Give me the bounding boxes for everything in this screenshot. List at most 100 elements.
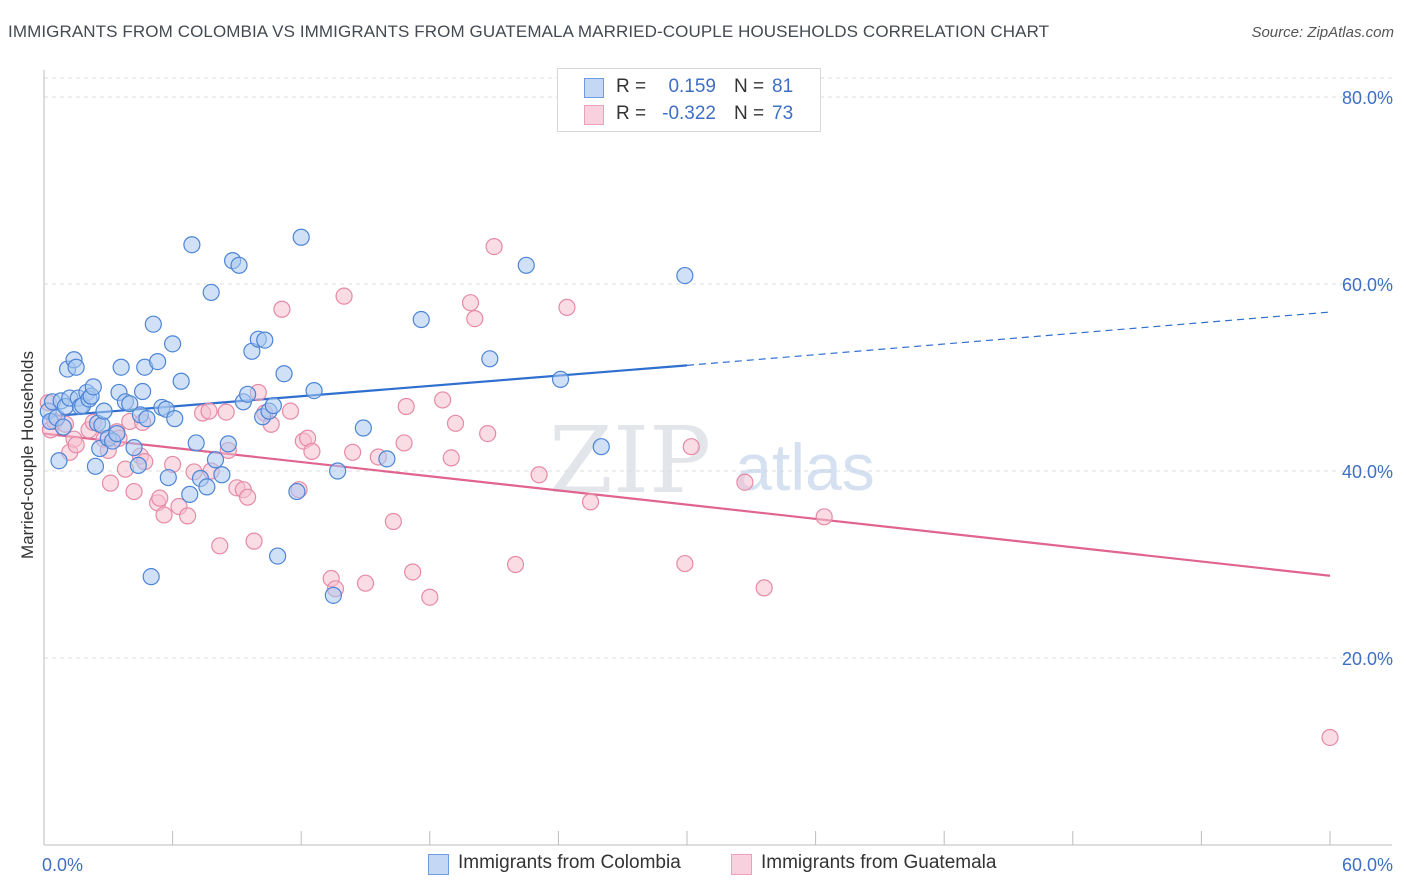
legend-swatch-guatemala	[584, 105, 604, 125]
data-point-colombia-4	[50, 452, 68, 470]
data-point-guatemala-67	[581, 493, 600, 511]
series-legend: Immigrants from Colombia Immigrants from…	[0, 852, 1406, 878]
data-point-colombia-19	[86, 457, 105, 475]
trend-line-guatemala	[43, 432, 1331, 577]
data-point-guatemala-52	[384, 512, 402, 531]
data-point-guatemala-48	[335, 287, 353, 305]
data-point-guatemala-72	[815, 508, 833, 526]
legend-label-colombia: Immigrants from Colombia	[458, 852, 681, 873]
data-point-colombia-23	[95, 402, 113, 420]
data-point-guatemala-60	[461, 294, 480, 312]
data-point-colombia-70	[324, 586, 342, 604]
data-point-guatemala-66	[558, 298, 576, 316]
data-point-colombia-67	[288, 482, 306, 501]
data-point-colombia-66	[275, 365, 293, 383]
tick-labels: 20.0% 40.0% 60.0% 80.0% 0.0% 60.0%	[42, 88, 1393, 875]
data-point-guatemala-55	[404, 563, 422, 581]
data-point-colombia-79	[676, 266, 694, 285]
series-colombia-points	[39, 228, 694, 604]
watermark: ZIP atlas	[549, 407, 875, 514]
data-point-colombia-32	[129, 456, 147, 474]
trend-line-colombia	[43, 364, 688, 418]
data-point-colombia-75	[481, 350, 499, 368]
legend-swatch-colombia	[584, 78, 604, 98]
data-point-guatemala-16	[125, 482, 143, 501]
data-point-guatemala-68	[676, 554, 694, 573]
data-point-colombia-65	[269, 547, 287, 565]
legend-r-label: R =	[616, 103, 647, 124]
watermark-atlas: atlas	[735, 430, 874, 504]
data-point-colombia-56	[230, 256, 248, 274]
data-point-colombia-39	[148, 353, 167, 371]
data-point-colombia-43	[164, 335, 182, 353]
data-point-colombia-37	[142, 568, 160, 586]
data-point-colombia-26	[108, 425, 126, 443]
data-point-guatemala-65	[530, 466, 548, 484]
data-point-colombia-38	[144, 315, 162, 333]
legend-row-colombia: R = 0.159 N = 81	[558, 73, 820, 101]
data-point-colombia-62	[256, 331, 274, 349]
data-point-colombia-76	[517, 256, 535, 274]
data-point-colombia-6	[54, 418, 72, 436]
data-point-guatemala-45	[303, 442, 321, 460]
data-point-colombia-28	[112, 358, 130, 376]
data-point-guatemala-61	[466, 309, 484, 328]
data-point-colombia-64	[264, 396, 282, 415]
data-point-colombia-78	[592, 438, 610, 456]
y-tick-label-60: 60.0%	[1342, 275, 1393, 295]
data-point-guatemala-56	[421, 588, 439, 606]
data-point-colombia-31	[125, 439, 143, 457]
data-point-guatemala-31	[217, 403, 235, 421]
data-point-colombia-44	[166, 410, 184, 428]
data-point-colombia-71	[329, 462, 347, 480]
data-point-guatemala-58	[442, 449, 460, 467]
watermark-zip: ZIP	[549, 407, 711, 514]
data-point-guatemala-25	[179, 507, 197, 525]
data-point-colombia-73	[378, 450, 396, 468]
y-tick-label-80: 80.0%	[1342, 88, 1393, 108]
data-point-colombia-34	[133, 382, 152, 401]
data-point-guatemala-22	[155, 506, 173, 524]
data-point-guatemala-63	[485, 238, 503, 256]
data-point-guatemala-50	[356, 574, 375, 592]
data-point-colombia-68	[292, 228, 310, 246]
data-point-guatemala-41	[281, 402, 300, 420]
y-tick-label-40: 40.0%	[1342, 462, 1393, 482]
legend-n-value: 73	[772, 103, 794, 124]
source-credit: Source: ZipAtlas.com	[1251, 24, 1394, 41]
chart-title: IMMIGRANTS FROM COLOMBIA VS IMMIGRANTS F…	[8, 22, 1050, 41]
trend-lines	[43, 311, 1331, 577]
data-point-colombia-58	[239, 385, 257, 403]
data-point-colombia-72	[354, 419, 372, 437]
legend-swatch-colombia	[428, 854, 449, 875]
data-point-colombia-45	[172, 372, 190, 390]
data-point-guatemala-28	[200, 402, 218, 420]
data-point-colombia-53	[213, 466, 231, 484]
data-point-guatemala-35	[239, 488, 257, 506]
series-guatemala-points	[39, 238, 1339, 747]
data-point-colombia-36	[138, 410, 156, 428]
data-point-guatemala-69	[682, 438, 700, 456]
data-point-guatemala-53	[395, 434, 413, 452]
legend-n-label: N =	[734, 76, 765, 97]
data-point-guatemala-36	[245, 532, 263, 550]
data-point-guatemala-49	[344, 443, 362, 461]
data-point-colombia-50	[198, 478, 216, 496]
legend-n-label: N =	[734, 103, 765, 124]
data-point-guatemala-57	[434, 391, 452, 409]
data-point-colombia-77	[551, 370, 570, 388]
data-point-guatemala-6	[67, 436, 85, 454]
data-point-guatemala-40	[273, 300, 291, 318]
legend-r-value: -0.322	[662, 103, 716, 124]
data-point-colombia-11	[67, 358, 85, 376]
legend-r-label: R =	[616, 76, 647, 97]
data-point-colombia-42	[159, 468, 177, 487]
x-tick-label-max: 60.0%	[1342, 855, 1393, 875]
data-point-colombia-51	[202, 283, 220, 302]
data-point-guatemala-62	[479, 425, 497, 443]
data-point-guatemala-59	[446, 414, 465, 432]
data-point-colombia-74	[412, 310, 430, 329]
data-point-guatemala-71	[755, 579, 773, 597]
legend-swatch-guatemala	[731, 854, 752, 875]
